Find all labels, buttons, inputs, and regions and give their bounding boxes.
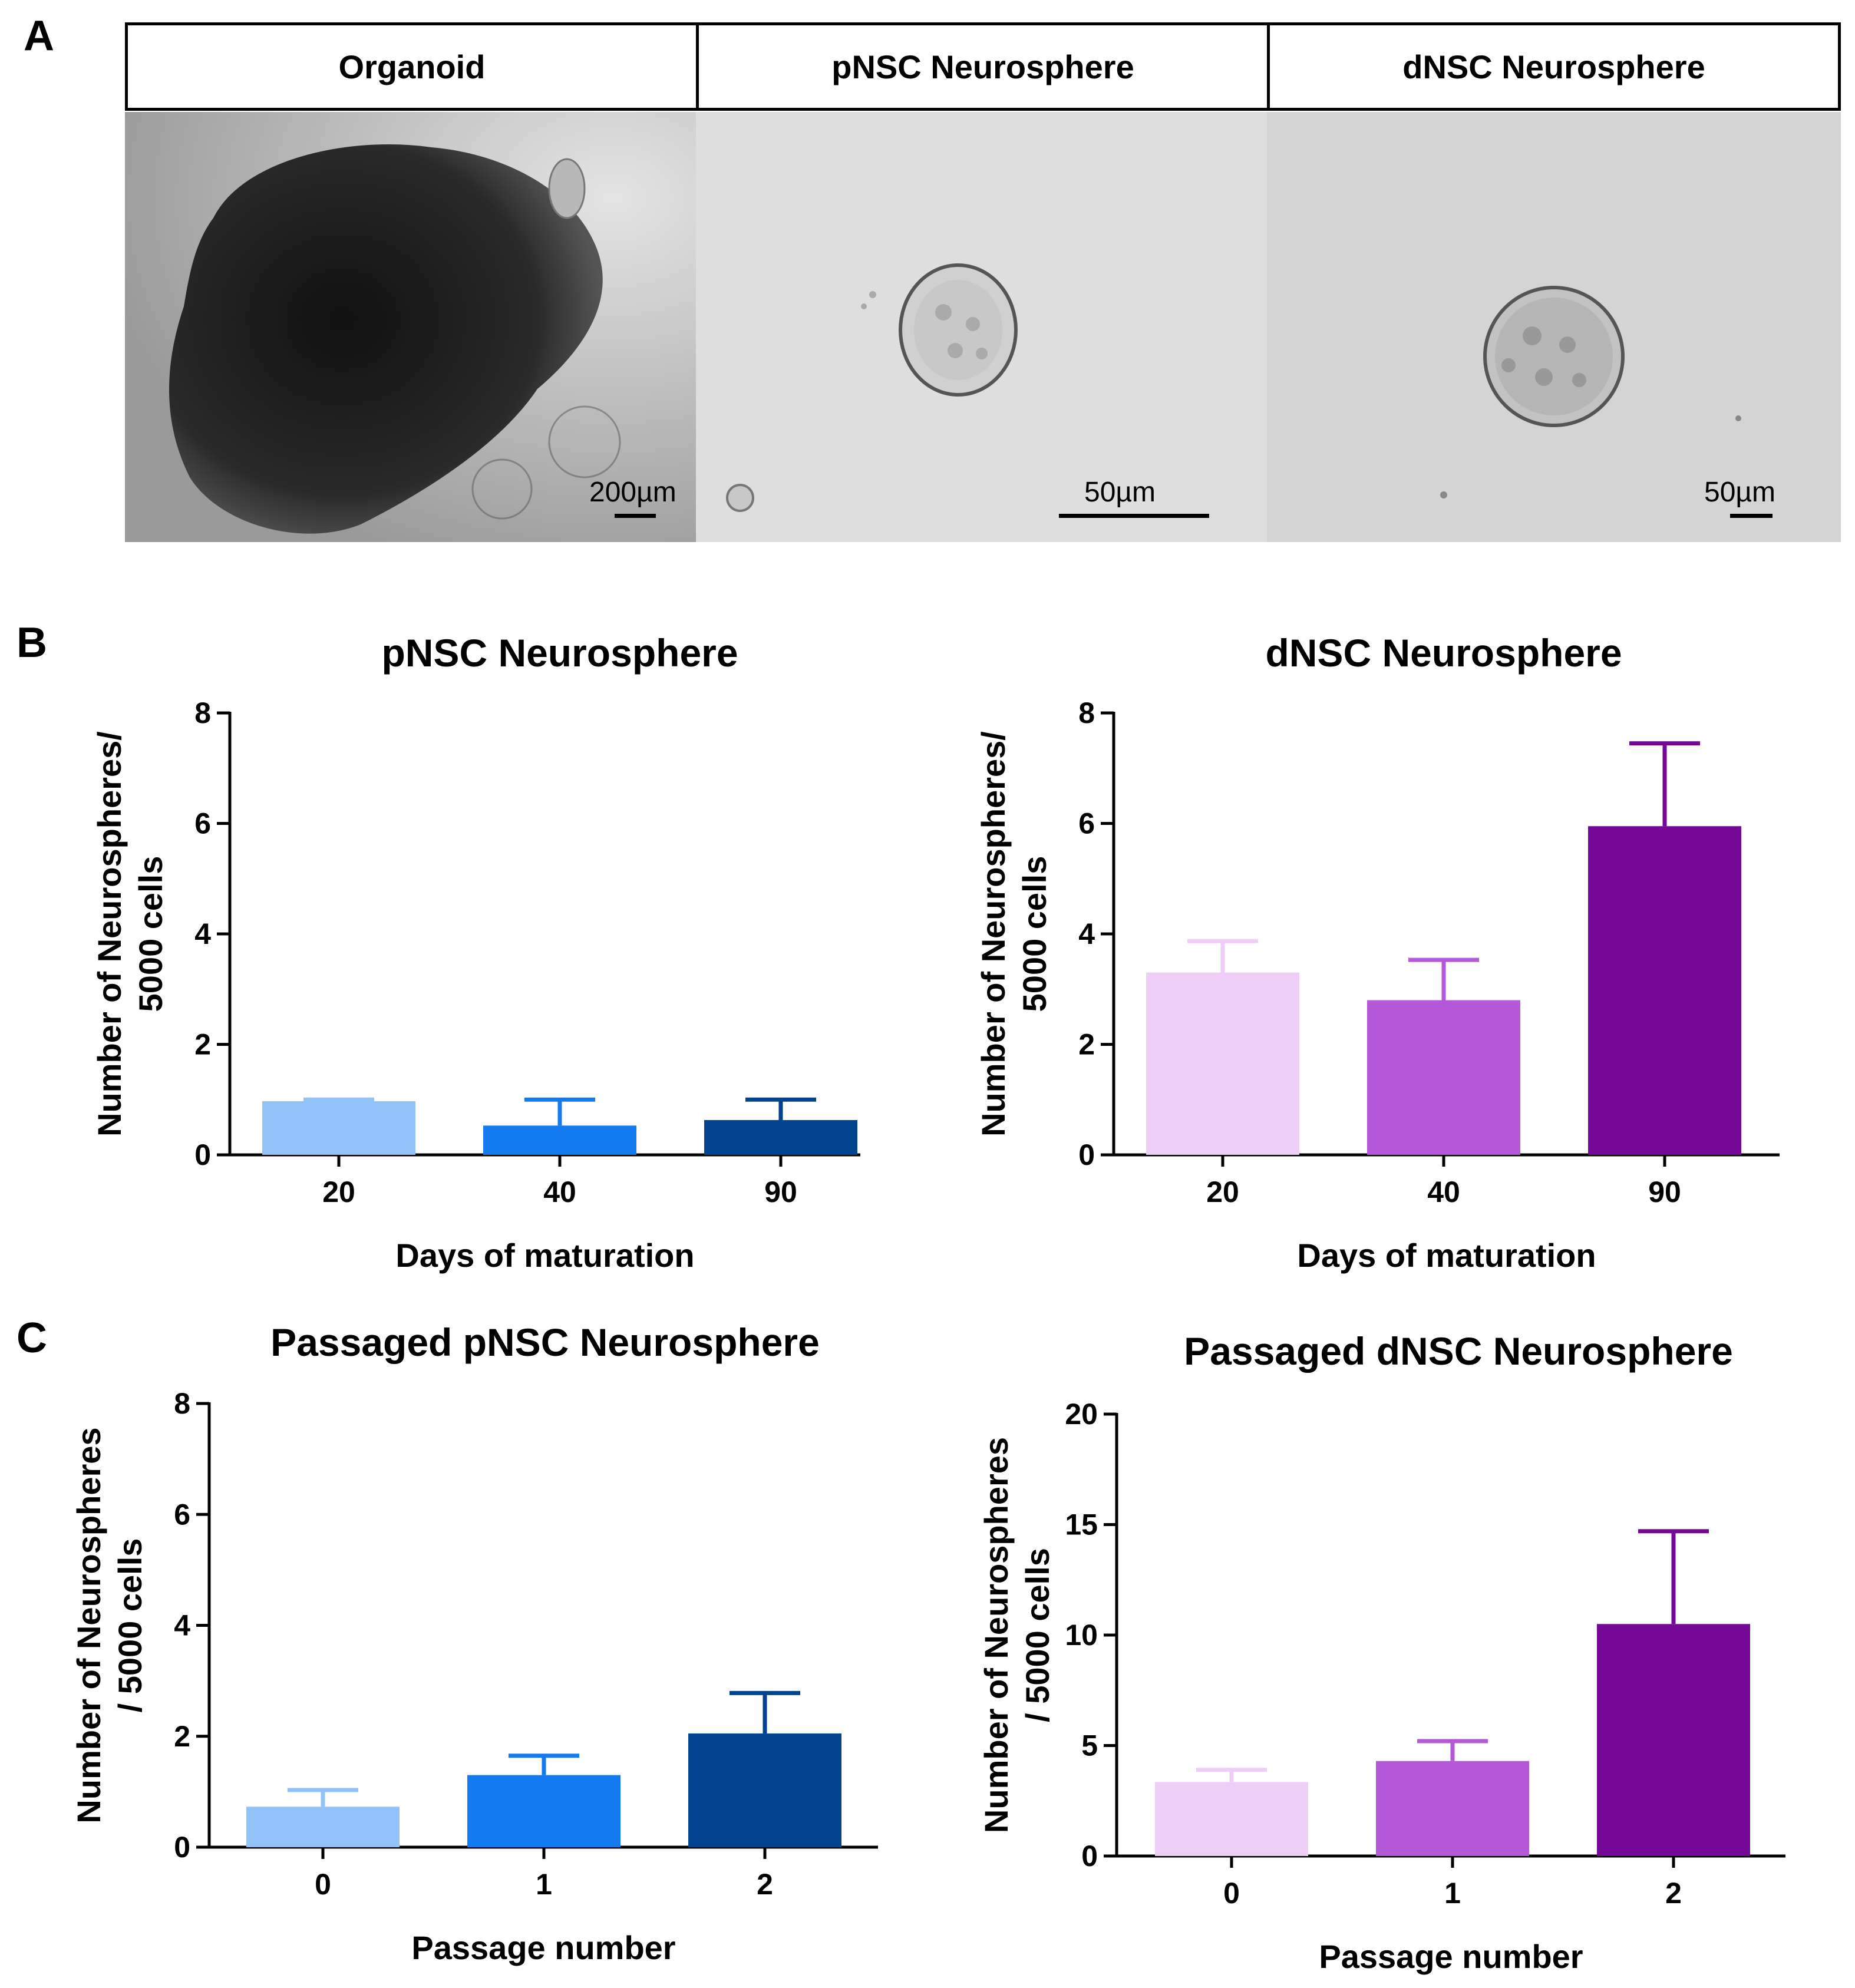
chart-c-left: 0 2 4 6 8 0 1 2 Passage number Number of Neurosph…: [70, 1387, 878, 1966]
bar: [467, 1775, 620, 1847]
bar: [262, 1101, 415, 1155]
x-tick-label: 0: [1223, 1877, 1240, 1910]
dnsc-scale-bar: [1730, 514, 1773, 518]
x-axis-title: Days of maturation: [1297, 1237, 1596, 1274]
pnsc-micrograph: [696, 112, 1270, 542]
x-axis-title: Days of maturation: [395, 1237, 694, 1274]
y-tick-label: 2: [194, 1028, 211, 1061]
panel-letter-c: C: [16, 1315, 47, 1362]
bar: [1155, 1782, 1308, 1856]
panel-letter-a: A: [24, 12, 54, 60]
header-organoid: Organoid: [125, 22, 699, 111]
chart-title-c-left: Passaged pNSC Neurosphere: [270, 1320, 820, 1364]
x-tick-label: 90: [1648, 1175, 1681, 1208]
x-tick-label: 40: [1427, 1175, 1460, 1208]
chart-b-right: 0 2 4 6 8 20 40 90 Days of maturation Number of N…: [975, 696, 1780, 1274]
y-tick-label: 8: [174, 1387, 190, 1420]
organoid-scale-label: 200µm: [589, 477, 676, 508]
y-tick-label: 2: [1078, 1028, 1095, 1061]
y-tick-label: 0: [1078, 1138, 1095, 1171]
pnsc-scale-bar: [1059, 514, 1209, 518]
dnsc-micrograph: [1267, 112, 1841, 542]
x-tick-label: 40: [543, 1175, 576, 1208]
bar: [246, 1807, 400, 1847]
y-tick-label: 10: [1065, 1619, 1098, 1652]
bar: [483, 1125, 636, 1155]
chart-title-b-left: pNSC Neurosphere: [381, 631, 738, 675]
y-tick-label: 4: [174, 1609, 190, 1642]
x-tick-label: 2: [757, 1868, 773, 1901]
bar: [1597, 1624, 1750, 1856]
bar: [1376, 1761, 1529, 1856]
y-tick-label: 8: [194, 696, 211, 729]
x-tick-label: 20: [322, 1175, 355, 1208]
organoid-micrograph: [125, 112, 699, 542]
y-tick-label: 20: [1065, 1398, 1098, 1431]
bar: [1588, 826, 1741, 1155]
y-tick-label: 0: [174, 1831, 190, 1864]
bar: [688, 1733, 841, 1847]
x-tick-label: 90: [764, 1175, 797, 1208]
x-tick-label: 1: [1444, 1877, 1461, 1910]
x-tick-label: 0: [315, 1868, 331, 1901]
pnsc-scale-label: 50µm: [1084, 477, 1156, 508]
chart-c-right: 0 5 10 15 20 0 1 2 Passage number Number of Neuro…: [978, 1398, 1785, 1975]
bar: [1146, 972, 1299, 1155]
y-tick-label: 6: [1078, 807, 1095, 840]
y-tick-label: 2: [174, 1720, 190, 1753]
x-tick-label: 2: [1665, 1877, 1682, 1910]
panel-letter-b: B: [16, 619, 47, 666]
y-tick-label: 6: [194, 807, 211, 840]
chart-title-c-right: Passaged dNSC Neurosphere: [1184, 1329, 1733, 1373]
y-tick-label: 6: [174, 1498, 190, 1531]
y-axis-title: Number of Neurospheres/ 5000 cells: [978, 1437, 1056, 1833]
header-dnsc: dNSC Neurosphere: [1267, 22, 1841, 111]
y-axis-title: Number of Neurospheres/5000 cells: [91, 731, 169, 1137]
y-tick-label: 4: [194, 917, 211, 950]
y-tick-label: 4: [1078, 917, 1095, 950]
x-tick-label: 1: [536, 1868, 552, 1901]
y-tick-label: 8: [1078, 696, 1095, 729]
x-tick-label: 20: [1206, 1175, 1239, 1208]
x-axis-title: Passage number: [411, 1929, 675, 1966]
y-tick-label: 15: [1065, 1508, 1098, 1541]
y-axis-title: Number of Neurospheres/5000 cells: [975, 731, 1053, 1137]
bar: [704, 1120, 857, 1155]
x-axis-title: Passage number: [1319, 1938, 1583, 1975]
chart-title-b-right: dNSC Neurosphere: [1265, 631, 1622, 675]
chart-b-left: 0 2 4 6 8 20 40 90 Days of maturation Number of N…: [91, 696, 860, 1274]
header-pnsc: pNSC Neurosphere: [696, 22, 1270, 111]
y-axis-title: Number of Neurospheres/ 5000 cells: [70, 1427, 148, 1823]
y-tick-label: 0: [194, 1138, 211, 1171]
y-tick-label: 5: [1081, 1729, 1098, 1762]
y-tick-label: 0: [1081, 1840, 1098, 1873]
dnsc-scale-label: 50µm: [1704, 477, 1776, 508]
bar: [1367, 1000, 1520, 1155]
organoid-scale-bar: [615, 514, 656, 518]
